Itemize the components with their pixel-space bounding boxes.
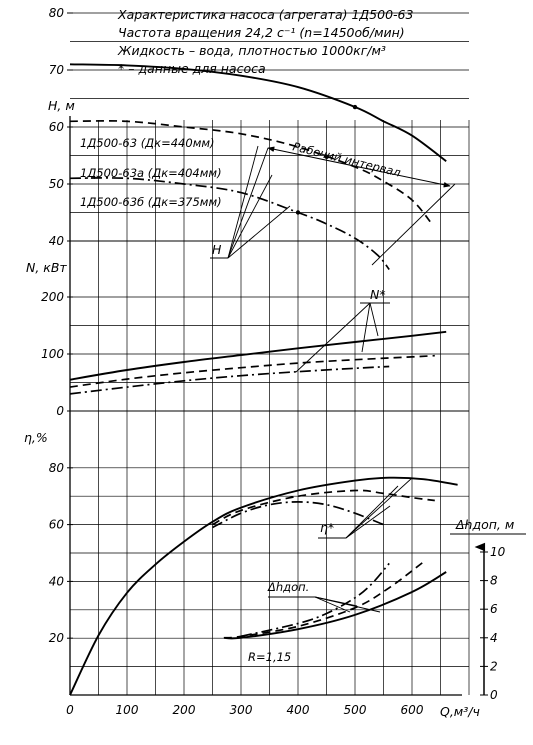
series-label-440: 1Д500-63 (Дк=440мм) (80, 136, 215, 150)
npsh-curve-dashdot (240, 562, 390, 638)
power-curve-dashed (69, 354, 435, 388)
head-tick-80: 80 (49, 6, 65, 20)
npsh-tick-8: 8 (490, 574, 498, 588)
series-label-404: 1Д500-63а (Дк=404мм) (80, 166, 222, 180)
chart-header: Характеристика насоса (агрегата) 1Д500-6… (118, 6, 518, 78)
efficiency-tick-20: 20 (49, 631, 65, 645)
npsh-tick-4: 4 (490, 631, 498, 645)
efficiency-callout-label: η* (320, 520, 334, 535)
npsh-axis-label: Δhдоп, м (455, 517, 514, 532)
axes (67, 12, 488, 696)
power-curve-solid (69, 330, 447, 381)
working-range-label: Рабочий интервал (291, 139, 402, 180)
header-line-rotation: Частота вращения 24,2 с⁻¹ (n=1450об/мин) (118, 25, 405, 40)
working-range-tick-right (371, 183, 456, 266)
power-tick-100: 100 (41, 347, 64, 361)
x-tick-400: 400 (287, 703, 310, 717)
power-curve-dashdot (69, 365, 390, 395)
npsh-tick-6: 6 (490, 602, 498, 616)
npsh-curve-solid (223, 571, 447, 640)
npsh-callout-leader-c (314, 596, 351, 613)
npsh-tick-2: 2 (490, 659, 498, 673)
head-callout-leader-b (227, 174, 273, 259)
power-callout-leader-a (295, 302, 371, 373)
efficiency-curve-dashed (212, 489, 435, 526)
npsh-callout-leader-b (314, 596, 358, 607)
npsh-curve-dashed (223, 561, 424, 639)
header-line-note: * – данные для насоса (118, 61, 266, 76)
head-tick-50: 50 (49, 177, 65, 191)
power-callout-leader-c (369, 302, 379, 337)
x-tick-100: 100 (116, 703, 139, 717)
efficiency-tick-60: 60 (49, 518, 65, 532)
grid (70, 12, 470, 695)
npsh-tick-0: 0 (490, 688, 498, 702)
callouts (210, 145, 526, 613)
header-line-title: Характеристика насоса (агрегата) 1Д500-6… (118, 7, 414, 22)
head-axis-label: H, м (48, 98, 75, 113)
head-callout-leader-a (227, 145, 259, 259)
working-range-arrow (267, 146, 451, 188)
efficiency-axis-label: η,% (24, 430, 48, 445)
power-tick-200: 200 (41, 290, 64, 304)
efficiency-callout-leader-a (345, 485, 399, 539)
header-line-liquid: Жидкость – вода, плотностью 1000кг/м³ (118, 43, 386, 58)
efficiency-curve-dashdot (212, 501, 384, 529)
curves (69, 63, 458, 696)
efficiency-callout-leader-b (345, 477, 413, 539)
efficiency-tick-80: 80 (49, 461, 65, 475)
head-callout-leader-c (227, 205, 291, 259)
flow-axis-label: Q,м³/ч (440, 704, 480, 719)
efficiency-tick-40: 40 (49, 574, 65, 588)
x-tick-0: 0 (66, 703, 74, 717)
x-tick-600: 600 (401, 703, 424, 717)
x-tick-500: 500 (344, 703, 367, 717)
series-label-375: 1Д500-63б (Дк=375мм) (80, 195, 222, 209)
head-tick-60: 60 (49, 120, 65, 134)
efficiency-callout-leader-c (345, 505, 391, 539)
power-callout-leader-b (361, 302, 371, 353)
head-callout-label: H (212, 242, 222, 257)
head-tick-70: 70 (49, 63, 65, 77)
working-range-tick-left (227, 147, 269, 259)
x-tick-200: 200 (173, 703, 196, 717)
npsh-callout-label: Δhдоп. (267, 580, 309, 594)
head-curve-solid (69, 63, 447, 162)
operating-point-2 (295, 210, 301, 215)
head-tick-40: 40 (49, 234, 65, 248)
operating-point-0 (352, 104, 358, 110)
reserve-factor-label: R=1,15 (248, 650, 291, 664)
x-tick-300: 300 (230, 703, 253, 717)
power-tick-0: 0 (56, 404, 64, 418)
power-axis-label: N, кВт (26, 260, 67, 275)
efficiency-curve-solid (69, 476, 458, 696)
power-callout-label: N* (370, 287, 386, 302)
npsh-tick-10: 10 (490, 545, 506, 559)
